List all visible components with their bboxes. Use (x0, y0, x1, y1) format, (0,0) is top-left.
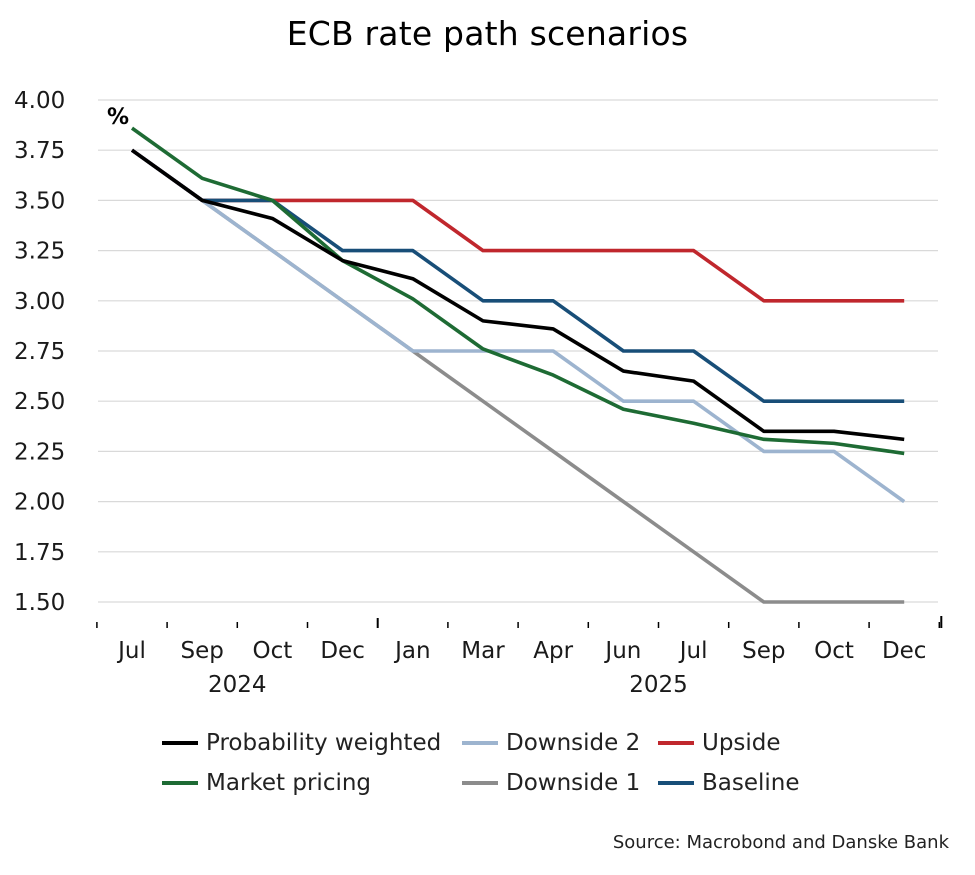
legend-item: Probability weighted (162, 730, 441, 756)
series-lines (130, 126, 906, 604)
x-axis (96, 616, 943, 628)
x-tick-label: Jun (603, 638, 641, 664)
y-tick-label: 2.75 (14, 339, 65, 365)
x-year-label: 2024 (208, 672, 267, 698)
source-note: Source: Macrobond and Danske Bank (612, 832, 949, 853)
x-axis-tick-labels: Jul Sep Oct Dec Jan Mar Apr Jun Jul Sep Oct Dec 2024… (116, 638, 926, 698)
legend-label: Baseline (702, 770, 800, 796)
y-tick-label: 2.00 (14, 490, 65, 516)
series-line-baseline (130, 148, 905, 404)
y-tick-label: 2.25 (14, 439, 65, 465)
y-tick-label: 2.50 (14, 389, 65, 415)
legend-item: Market pricing (162, 770, 371, 796)
legend-label: Downside 1 (506, 770, 641, 796)
legend-item: Downside 2 (462, 730, 640, 756)
legend-item: Downside 1 (462, 770, 640, 796)
y-tick-label: 3.75 (14, 138, 65, 164)
unit-label: % (107, 105, 129, 130)
x-tick-label: Oct (814, 638, 854, 664)
chart-title: ECB rate path scenarios (286, 14, 689, 53)
series-line-market-pricing (130, 126, 905, 456)
legend-swatch (658, 781, 694, 785)
legend-swatch (162, 781, 198, 785)
legend-label: Probability weighted (206, 730, 442, 756)
x-tick-label: Jan (393, 638, 430, 664)
series-line-downside-1 (130, 148, 905, 604)
y-tick-label: 3.50 (14, 188, 65, 214)
series-line-downside-2 (130, 148, 906, 504)
x-tick-label: Oct (253, 638, 293, 664)
y-tick-label: 4.00 (14, 88, 65, 114)
x-tick-label: Mar (461, 638, 505, 664)
legend-swatch (162, 741, 198, 745)
legend-swatch (658, 741, 694, 745)
legend-label: Market pricing (206, 770, 372, 796)
legend-label: Downside 2 (506, 730, 641, 756)
legend-label: Upside (702, 730, 781, 756)
x-tick-label: Jul (116, 638, 146, 664)
series-line-probability-weighted (130, 148, 905, 442)
legend-item: Upside (658, 730, 781, 756)
x-tick-label: Dec (882, 638, 927, 664)
x-tick-label: Apr (533, 638, 573, 664)
y-axis-tick-labels: 4.00 3.75 3.50 3.25 3.00 2.75 2.50 2.25 2.00 1.75… (14, 88, 65, 616)
y-tick-label: 1.50 (14, 590, 65, 616)
legend-item: Baseline (658, 770, 800, 796)
x-tick-label: Jul (678, 638, 708, 664)
y-tick-label: 3.25 (14, 239, 65, 265)
x-tick-label: Sep (742, 638, 785, 664)
y-tick-label: 3.00 (14, 289, 65, 315)
legend-swatch (462, 741, 498, 745)
y-tick-label: 1.75 (14, 540, 65, 566)
x-year-label: 2025 (629, 672, 688, 698)
x-tick-label: Dec (320, 638, 365, 664)
series-line-upside (130, 148, 905, 303)
x-tick-label: Sep (181, 638, 224, 664)
legend-swatch (462, 781, 498, 785)
